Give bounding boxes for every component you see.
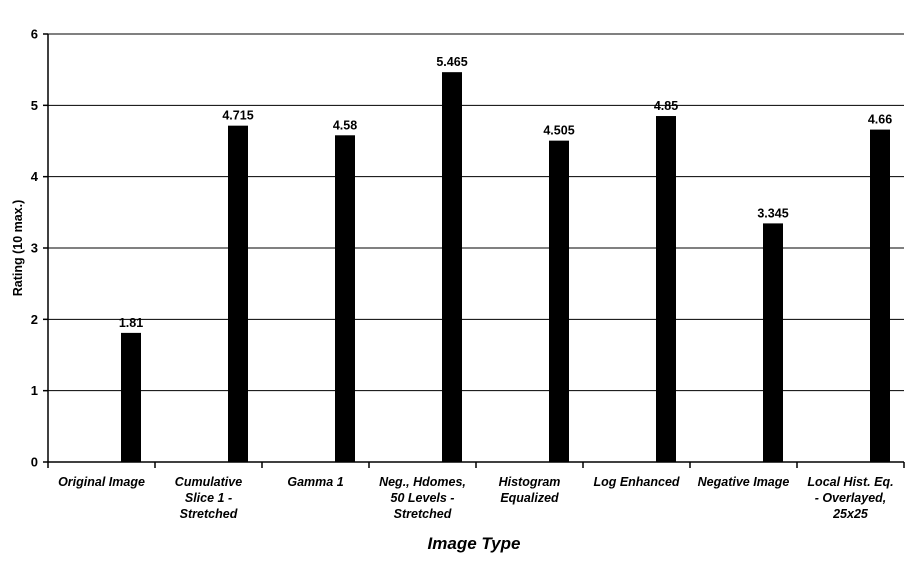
x-category-label: Histogram Equalized — [499, 475, 561, 505]
y-tick-label: 6 — [31, 27, 38, 42]
x-category-label: Gamma 1 — [287, 475, 343, 489]
x-category-label: Neg., Hdomes, 50 Levels -Stretched — [379, 475, 466, 521]
bar — [121, 332, 141, 462]
bar — [442, 72, 462, 462]
data-label: 4.715 — [222, 109, 253, 123]
bar — [870, 129, 890, 462]
x-axis-title: Image Type — [428, 534, 521, 553]
labels: 0 1 2 3 4 5 6 1.81 Original Image 4.715 Cumulative… — [31, 27, 894, 522]
gridlines — [48, 33, 904, 392]
bar — [549, 140, 569, 463]
data-label: 4.66 — [868, 113, 892, 127]
x-category-label: Negative Image — [698, 475, 790, 489]
bar — [228, 125, 248, 462]
y-tick-label: 2 — [31, 312, 38, 327]
x-category-label: Original Image — [58, 475, 145, 489]
data-label: 4.505 — [543, 124, 574, 138]
y-tick-label: 3 — [31, 241, 38, 256]
bars — [121, 72, 890, 463]
y-tick-label: 4 — [31, 169, 39, 184]
data-label: 5.465 — [436, 55, 467, 69]
data-label: 4.85 — [654, 99, 678, 113]
bar — [656, 116, 676, 463]
data-label: 1.81 — [119, 316, 143, 330]
data-label: 3.345 — [757, 206, 788, 220]
axes — [43, 33, 905, 468]
y-tick-label: 0 — [31, 455, 38, 470]
bar — [335, 135, 355, 462]
bar — [763, 223, 783, 462]
x-category-label: Local Hist. Eq. - Overlayed, 25x25 — [807, 475, 893, 521]
x-category-label: Log Enhanced — [593, 475, 679, 489]
y-tick-label: 1 — [31, 383, 38, 398]
y-tick-label: 5 — [31, 98, 38, 113]
y-axis-title: Rating (10 max.) — [11, 200, 25, 297]
data-label: 4.58 — [333, 118, 357, 132]
x-category-label: Cumulative Slice 1 -Stretched — [175, 475, 242, 521]
